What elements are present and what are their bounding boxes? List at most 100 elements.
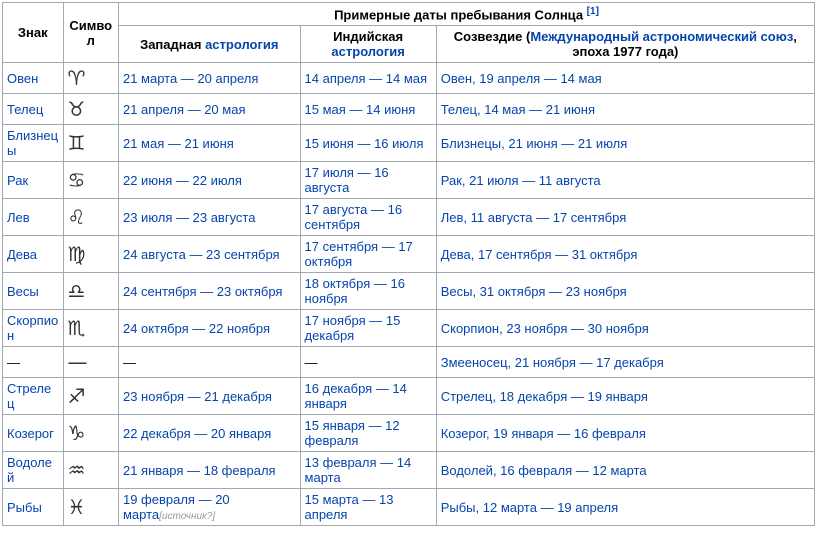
header-western: Западная астрология bbox=[118, 26, 300, 63]
western-cell: 24 сентября — 23 октября bbox=[118, 273, 300, 310]
western-cell: 21 мая — 21 июня bbox=[118, 125, 300, 162]
constellation-cell: Дева, 17 сентября — 31 октября bbox=[436, 236, 814, 273]
symbol-cell: ♈ bbox=[63, 63, 118, 94]
header-sign: Знак bbox=[3, 3, 64, 63]
indian-cell: 17 июля — 16 августа bbox=[300, 162, 436, 199]
constellation-cell: Лев, 11 августа — 17 сентября bbox=[436, 199, 814, 236]
sign-link[interactable]: Рак bbox=[7, 173, 28, 188]
constellation-cell: Стрелец, 18 декабря — 19 января bbox=[436, 378, 814, 415]
sign-cell: Дева bbox=[3, 236, 64, 273]
symbol-cell: ♒ bbox=[63, 452, 118, 489]
western-cell: — bbox=[118, 347, 300, 378]
constellation-cell: Скорпион, 23 ноября — 30 ноября bbox=[436, 310, 814, 347]
sign-cell: Водолей bbox=[3, 452, 64, 489]
western-cell: 19 февраля — 20 марта[источник?] bbox=[118, 489, 300, 526]
indian-cell: 17 ноября — 15 декабря bbox=[300, 310, 436, 347]
indian-cell: 18 октября — 16 ноября bbox=[300, 273, 436, 310]
sign-link[interactable]: Скорпион bbox=[7, 313, 58, 343]
table-row: Близнецы♊21 мая — 21 июня15 июня — 16 ию… bbox=[3, 125, 815, 162]
table-row: Рак ♋22 июня — 22 июля17 июля — 16 август… bbox=[3, 162, 815, 199]
constellation-cell: Змееносец, 21 ноября — 17 декабря bbox=[436, 347, 814, 378]
sign-cell: Козерог bbox=[3, 415, 64, 452]
table-row: Весы ♎24 сентября — 23 октября18 октября … bbox=[3, 273, 815, 310]
indian-astrology-link[interactable]: астрология bbox=[331, 44, 404, 59]
western-cell: 24 августа — 23 сентября bbox=[118, 236, 300, 273]
table-row: Дева ♍24 августа — 23 сентября17 сентября… bbox=[3, 236, 815, 273]
table-row: Водолей♒21 января — 18 февраля13 февраля… bbox=[3, 452, 815, 489]
indian-cell: 17 сентября — 17 октября bbox=[300, 236, 436, 273]
table-row: Овен ♈21 марта — 20 апреля14 апреля — 14 … bbox=[3, 63, 815, 94]
sign-link[interactable]: Весы bbox=[7, 284, 39, 299]
constellation-cell: Водолей, 16 февраля — 12 марта bbox=[436, 452, 814, 489]
sign-cell: Стрелец bbox=[3, 378, 64, 415]
symbol-cell: — bbox=[63, 347, 118, 378]
sign-link[interactable]: Овен bbox=[7, 71, 38, 86]
header-top: Примерные даты пребывания Солнца [1] bbox=[118, 3, 814, 26]
source-needed[interactable]: [источник?] bbox=[159, 511, 215, 522]
constellation-cell: Телец, 14 мая — 21 июня bbox=[436, 94, 814, 125]
symbol-cell: ♑ bbox=[63, 415, 118, 452]
sign-link[interactable]: Близнецы bbox=[7, 128, 58, 158]
header-indian: Индийская астрология bbox=[300, 26, 436, 63]
table-row: Телец♉21 апреля — 20 мая15 мая — 14 июня… bbox=[3, 94, 815, 125]
indian-cell: 17 августа — 16 сентября bbox=[300, 199, 436, 236]
sign-cell: — bbox=[3, 347, 64, 378]
western-cell: 22 декабря — 20 января bbox=[118, 415, 300, 452]
header-constellation: Созвездие (Международный астрономический… bbox=[436, 26, 814, 63]
western-cell: 23 ноября — 21 декабря bbox=[118, 378, 300, 415]
constellation-cell: Рыбы, 12 марта — 19 апреля bbox=[436, 489, 814, 526]
western-cell: 21 марта — 20 апреля bbox=[118, 63, 300, 94]
sign-cell: Телец bbox=[3, 94, 64, 125]
constellation-cell: Весы, 31 октября — 23 ноября bbox=[436, 273, 814, 310]
symbol-cell: ♉ bbox=[63, 94, 118, 125]
header-symbol: Символ bbox=[63, 3, 118, 63]
symbol-cell: ♎ bbox=[63, 273, 118, 310]
symbol-cell: ♍ bbox=[63, 236, 118, 273]
sign-link[interactable]: Водолей bbox=[7, 455, 52, 485]
table-body: Овен ♈21 марта — 20 апреля14 апреля — 14 … bbox=[3, 63, 815, 526]
table-row: Козерог ♑22 декабря — 20 января15 января … bbox=[3, 415, 815, 452]
table-row: Стрелец♐23 ноября — 21 декабря16 декабря… bbox=[3, 378, 815, 415]
sign-link[interactable]: Лев bbox=[7, 210, 30, 225]
sign-link[interactable]: Дева bbox=[7, 247, 37, 262]
symbol-cell: ♐ bbox=[63, 378, 118, 415]
symbol-cell: ♊ bbox=[63, 125, 118, 162]
sign-link[interactable]: Козерог bbox=[7, 426, 54, 441]
constellation-cell: Козерог, 19 января — 16 февраля bbox=[436, 415, 814, 452]
constellation-cell: Рак, 21 июля — 11 августа bbox=[436, 162, 814, 199]
table-row: Скорпион♏24 октября — 22 ноября17 ноября… bbox=[3, 310, 815, 347]
sign-link[interactable]: Телец bbox=[7, 102, 43, 117]
table-row: Лев ♌23 июля — 23 августа17 августа — 16 … bbox=[3, 199, 815, 236]
sign-link[interactable]: Рыбы bbox=[7, 500, 42, 515]
indian-cell: 15 марта — 13 апреля bbox=[300, 489, 436, 526]
constellation-cell: Овен, 19 апреля — 14 мая bbox=[436, 63, 814, 94]
sign-cell: Скорпион bbox=[3, 310, 64, 347]
western-cell: 21 января — 18 февраля bbox=[118, 452, 300, 489]
table-row: Рыбы ♓19 февраля — 20 марта[источник?]15 … bbox=[3, 489, 815, 526]
symbol-cell: ♏ bbox=[63, 310, 118, 347]
indian-cell: 15 июня — 16 июля bbox=[300, 125, 436, 162]
western-astrology-link[interactable]: астрология bbox=[205, 37, 278, 52]
sign-link[interactable]: Стрелец bbox=[7, 381, 51, 411]
sign-cell: Близнецы bbox=[3, 125, 64, 162]
zodiac-table: Знак Символ Примерные даты пребывания Со… bbox=[2, 2, 815, 526]
indian-cell: 14 апреля — 14 мая bbox=[300, 63, 436, 94]
sign-cell: Рыбы bbox=[3, 489, 64, 526]
western-cell: 21 апреля — 20 мая bbox=[118, 94, 300, 125]
constellation-cell: Близнецы, 21 июня — 21 июля bbox=[436, 125, 814, 162]
indian-cell: 15 января — 12 февраля bbox=[300, 415, 436, 452]
iau-link[interactable]: Международный астрономический союз bbox=[530, 29, 793, 44]
sign-cell: Рак bbox=[3, 162, 64, 199]
sign-cell: Лев bbox=[3, 199, 64, 236]
western-cell: 24 октября — 22 ноября bbox=[118, 310, 300, 347]
table-row: ————Змееносец, 21 ноября — 17 декабря bbox=[3, 347, 815, 378]
western-cell: 23 июля — 23 августа bbox=[118, 199, 300, 236]
ref-1[interactable]: [1] bbox=[587, 6, 599, 17]
symbol-cell: ♓ bbox=[63, 489, 118, 526]
sign-cell: Овен bbox=[3, 63, 64, 94]
western-cell: 22 июня — 22 июля bbox=[118, 162, 300, 199]
symbol-cell: ♌ bbox=[63, 199, 118, 236]
symbol-cell: ♋ bbox=[63, 162, 118, 199]
sign-cell: Весы bbox=[3, 273, 64, 310]
indian-cell: — bbox=[300, 347, 436, 378]
